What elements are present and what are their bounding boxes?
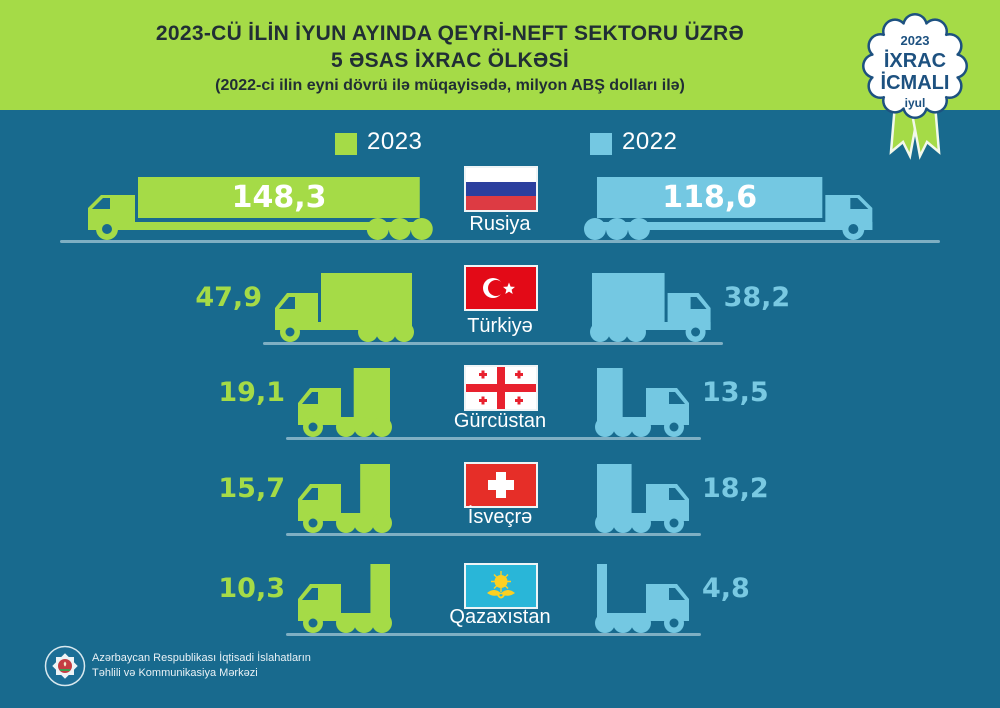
value-2023: 19,1 — [218, 377, 285, 408]
truck-2022 — [595, 464, 689, 533]
rosette-icon — [862, 13, 968, 119]
title-line-2: 5 ƏSAS İXRAC ÖLKƏSİ — [330, 49, 570, 72]
value-2022: 4,8 — [702, 573, 750, 604]
value-2022: 38,2 — [723, 282, 791, 313]
award-badge: 2023 İXRAC İCMALI iyul — [862, 13, 968, 160]
badge-word-2: İCMALI — [881, 71, 950, 94]
badge-word-1: İXRAC — [884, 49, 946, 72]
road-line — [60, 240, 940, 243]
country-label: İsveçrə — [467, 506, 533, 528]
flag-russia-icon — [464, 166, 538, 212]
value-2022: 118,6 — [662, 180, 758, 215]
org-credit: Azərbaycan Respublikası İqtisadi İslahat… — [92, 651, 311, 681]
legend-swatch-2023 — [335, 133, 357, 155]
truck-2022 — [595, 368, 689, 437]
road-line — [286, 633, 701, 636]
flag-switzerland-icon — [464, 462, 538, 508]
badge-year: 2023 — [901, 33, 930, 48]
legend-swatch-2022 — [590, 133, 612, 155]
truck-2023 — [298, 368, 392, 437]
value-2023: 47,9 — [195, 282, 262, 313]
country-label: Türkiyə — [467, 315, 533, 337]
flag-georgia-icon — [464, 365, 538, 411]
road-line — [286, 533, 701, 536]
truck-2022 — [589, 273, 711, 342]
value-2022: 13,5 — [702, 377, 769, 408]
legend-label-2023: 2023 — [367, 128, 423, 155]
country-label: Rusiya — [469, 213, 531, 235]
page-title: 2023-CÜ İLİN İYUN AYINDA QEYRİ-NEFT SEKT… — [20, 20, 880, 95]
truck-2023 — [298, 564, 392, 633]
header-band: 2023-CÜ İLİN İYUN AYINDA QEYRİ-NEFT SEKT… — [0, 0, 1000, 110]
org-line-2: Təhlili və Kommunikasiya Mərkəzi — [92, 667, 258, 679]
org-line-1: Azərbaycan Respublikası İqtisadi İslahat… — [92, 652, 311, 664]
azerbaijan-emblem-icon — [44, 645, 86, 687]
subtitle: (2022-ci ilin eyni dövrü ilə müqayisədə,… — [215, 77, 685, 94]
road-line — [262, 342, 723, 345]
flag-kazakhstan-icon — [464, 563, 538, 609]
flag-turkey-icon — [464, 265, 538, 311]
truck-2022 — [595, 564, 689, 633]
value-2023: 148,3 — [231, 180, 327, 215]
road-line — [286, 437, 701, 440]
value-2022: 18,2 — [702, 473, 769, 504]
truck-2023 — [298, 464, 392, 533]
country-label: Gürcüstan — [453, 410, 547, 432]
truck-2023 — [88, 177, 433, 240]
value-2023: 10,3 — [218, 573, 285, 604]
truck-2022 — [583, 177, 873, 240]
legend-label-2022: 2022 — [622, 128, 678, 155]
truck-2023 — [274, 273, 414, 342]
badge-month: iyul — [905, 96, 926, 110]
title-line-1: 2023-CÜ İLİN İYUN AYINDA QEYRİ-NEFT SEKT… — [155, 22, 745, 45]
country-label: Qazaxıstan — [449, 606, 551, 628]
value-2023: 15,7 — [218, 473, 285, 504]
